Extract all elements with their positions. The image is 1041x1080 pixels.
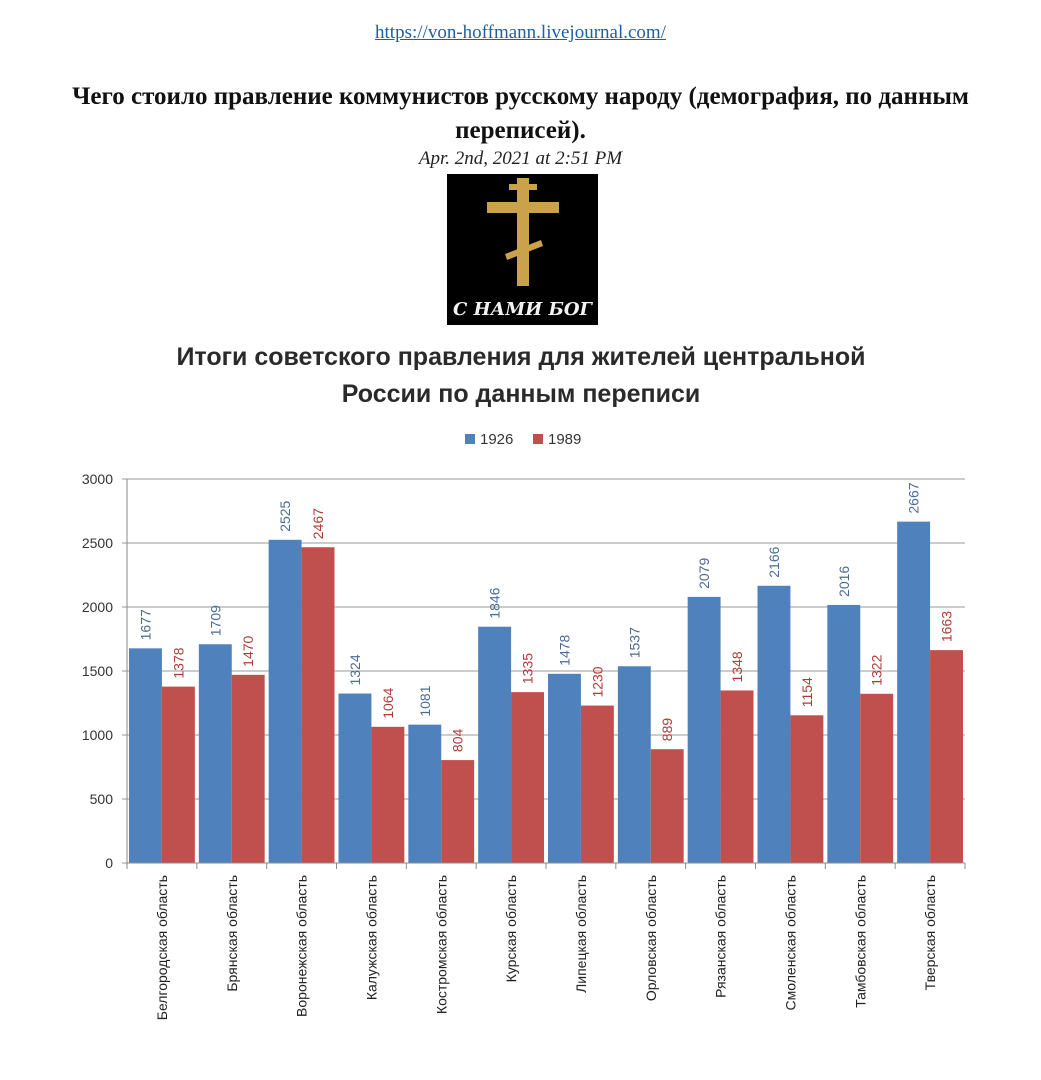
category-label: Тамбовская область <box>852 875 868 1008</box>
data-label: 1478 <box>556 634 572 665</box>
bar <box>198 644 232 863</box>
bar <box>408 724 442 863</box>
chart-title-line: Итоги советского правления для жителей ц… <box>176 343 865 371</box>
data-label: 1348 <box>729 651 745 682</box>
category-label: Брянская область <box>224 875 240 992</box>
data-label: 2667 <box>906 482 922 513</box>
bar <box>827 604 861 863</box>
data-label: 1322 <box>869 654 885 685</box>
legend-label: 1989 <box>548 431 581 448</box>
bar <box>231 674 265 863</box>
y-tick-label: 2500 <box>82 535 113 551</box>
y-tick-label: 500 <box>90 791 114 807</box>
data-label: 804 <box>450 729 466 753</box>
bar <box>687 596 721 863</box>
data-label: 889 <box>659 718 675 742</box>
post-title: Чего стоило правление коммунистов русско… <box>72 83 969 144</box>
bar <box>268 539 302 863</box>
legend-label: 1926 <box>480 431 513 448</box>
data-label: 1537 <box>626 627 642 658</box>
bar <box>129 648 162 863</box>
data-label: 2079 <box>696 558 712 589</box>
bar <box>478 626 512 863</box>
orthodox-cross-icon <box>487 178 559 286</box>
bar <box>720 690 754 863</box>
category-label: Смоленская область <box>782 875 798 1010</box>
bar <box>617 666 651 863</box>
orthodox-cross-image: С НАМИ БОГ <box>447 174 598 325</box>
data-label: 1081 <box>417 685 433 716</box>
category-label: Калужская область <box>363 875 379 1000</box>
data-label: 1324 <box>347 654 363 685</box>
category-label: Липецкая область <box>573 875 589 993</box>
data-label: 1470 <box>240 635 256 666</box>
data-label: 1663 <box>939 611 955 642</box>
data-label: 1154 <box>799 677 815 707</box>
bar <box>757 585 791 863</box>
bar <box>511 692 544 863</box>
y-tick-label: 0 <box>105 855 113 871</box>
bar <box>897 521 931 863</box>
category-label: Курская область <box>503 875 519 982</box>
source-url-link[interactable]: https://von-hoffmann.livejournal.com/ <box>375 22 666 43</box>
bar <box>860 693 894 863</box>
data-label: 2016 <box>836 566 852 597</box>
data-label: 1230 <box>589 666 605 697</box>
legend-swatch <box>533 434 543 444</box>
category-label: Рязанская область <box>713 875 729 998</box>
data-label: 1846 <box>487 587 503 618</box>
bar <box>548 673 581 863</box>
chart-title-line: России по данным переписи <box>342 380 700 408</box>
bar <box>301 547 335 863</box>
bar <box>338 693 372 863</box>
data-label: 1709 <box>207 605 223 636</box>
cross-caption: С НАМИ БОГ <box>453 299 594 320</box>
bar-chart: Итоги советского правления для жителей ц… <box>82 343 966 1020</box>
legend-swatch <box>465 434 475 444</box>
bar <box>650 749 684 863</box>
bar <box>161 686 195 863</box>
data-label: 2166 <box>766 546 782 577</box>
data-label: 1378 <box>170 647 186 678</box>
bar <box>580 705 614 863</box>
data-label: 2525 <box>277 500 293 531</box>
data-label: 1677 <box>137 609 153 640</box>
data-label: 1335 <box>520 653 536 684</box>
y-tick-label: 1500 <box>82 663 113 679</box>
y-tick-label: 2000 <box>82 599 113 615</box>
y-tick-label: 1000 <box>82 727 113 743</box>
category-label: Воронежская область <box>294 875 310 1017</box>
y-tick-label: 3000 <box>82 471 113 487</box>
data-label: 1064 <box>380 687 396 718</box>
category-label: Белгородская область <box>154 875 170 1020</box>
bar <box>441 760 475 863</box>
category-label: Тверская область <box>922 875 938 990</box>
category-label: Костромская область <box>433 875 449 1014</box>
bar <box>790 715 824 863</box>
bar <box>930 650 963 863</box>
category-label: Орловская область <box>643 875 659 1001</box>
data-label: 2467 <box>310 508 326 539</box>
bar <box>371 726 405 863</box>
post-date: Apr. 2nd, 2021 at 2:51 PM <box>418 148 623 169</box>
